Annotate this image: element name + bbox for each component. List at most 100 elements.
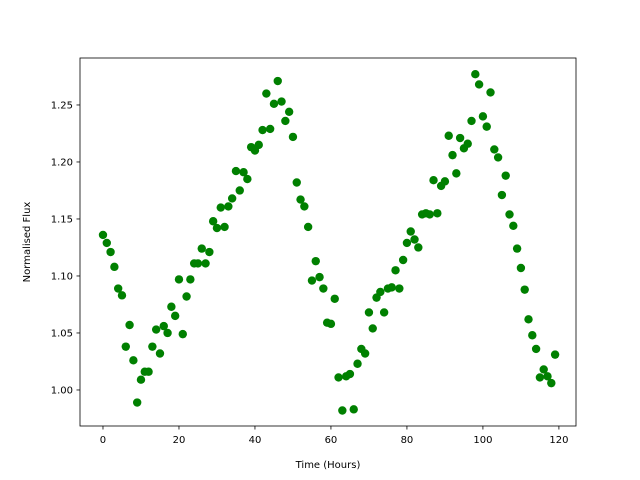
- point: [501, 171, 510, 180]
- point: [144, 367, 153, 376]
- x-tick-label: 80: [401, 435, 414, 446]
- x-tick-label: 100: [473, 435, 492, 446]
- point: [186, 275, 195, 284]
- x-tick-label: 40: [249, 435, 262, 446]
- point: [281, 116, 290, 126]
- point: [208, 217, 218, 226]
- point: [490, 145, 499, 154]
- point: [463, 139, 472, 148]
- point: [509, 221, 518, 231]
- point: [505, 210, 514, 219]
- y-tick-label: 1.15: [51, 214, 73, 225]
- point: [433, 209, 442, 218]
- point: [550, 350, 560, 359]
- point: [220, 222, 229, 232]
- point: [303, 222, 313, 232]
- point: [288, 132, 298, 142]
- point: [338, 406, 347, 415]
- point: [300, 202, 309, 211]
- y-tick-label: 1.05: [51, 328, 73, 339]
- point: [353, 359, 362, 368]
- point: [493, 153, 503, 162]
- point: [254, 140, 263, 150]
- point: [110, 262, 119, 272]
- point: [531, 344, 541, 354]
- point: [102, 238, 111, 248]
- point: [543, 372, 552, 381]
- point: [349, 405, 358, 414]
- point: [334, 373, 343, 382]
- point: [159, 321, 168, 331]
- point: [106, 247, 115, 257]
- point: [474, 80, 484, 89]
- point: [524, 315, 533, 324]
- point: [193, 259, 203, 268]
- point: [125, 320, 134, 330]
- point: [117, 291, 127, 300]
- point: [512, 244, 522, 253]
- point: [471, 69, 480, 79]
- plot-frame: [79, 57, 577, 427]
- point: [376, 287, 385, 297]
- y-axis-label: Normalised Flux: [22, 202, 33, 283]
- point: [535, 373, 545, 382]
- point: [265, 124, 275, 134]
- x-tick-label: 20: [173, 435, 186, 446]
- point: [345, 369, 355, 379]
- x-axis-label: Time (Hours): [295, 460, 361, 471]
- point: [224, 202, 233, 211]
- x-tick-label: 60: [325, 435, 338, 446]
- point: [273, 76, 282, 86]
- point: [296, 195, 305, 204]
- point: [410, 235, 419, 244]
- point: [98, 230, 108, 240]
- point: [284, 107, 294, 117]
- point: [364, 308, 374, 317]
- point: [167, 302, 176, 311]
- point: [360, 349, 370, 358]
- point: [129, 356, 138, 365]
- point: [151, 325, 161, 334]
- point: [402, 238, 412, 248]
- point: [455, 133, 465, 143]
- point: [368, 324, 377, 333]
- point: [258, 125, 267, 135]
- point: [212, 223, 222, 233]
- point: [398, 255, 408, 265]
- point: [201, 259, 210, 268]
- point: [478, 112, 488, 121]
- point: [311, 256, 320, 266]
- point: [330, 294, 339, 303]
- point: [425, 210, 434, 219]
- point: [121, 342, 130, 351]
- point: [170, 311, 180, 321]
- point: [319, 284, 328, 293]
- point: [269, 99, 279, 109]
- point: [395, 284, 404, 293]
- point: [482, 122, 491, 131]
- point: [231, 166, 241, 176]
- point: [520, 285, 529, 294]
- point: [528, 331, 537, 340]
- point: [227, 194, 237, 203]
- point: [387, 283, 396, 292]
- y-tick-label: 1.10: [51, 271, 73, 282]
- point: [539, 365, 548, 374]
- x-tick-label: 0: [100, 435, 106, 446]
- point: [307, 276, 317, 285]
- point: [239, 168, 248, 177]
- point: [292, 178, 301, 187]
- y-tick-label: 1.00: [51, 385, 73, 396]
- point: [197, 244, 206, 253]
- point: [406, 227, 415, 236]
- point: [315, 272, 324, 282]
- point: [216, 203, 225, 212]
- point: [326, 319, 336, 329]
- point: [448, 150, 457, 160]
- point: [174, 275, 184, 284]
- point: [429, 176, 438, 185]
- point: [182, 292, 191, 301]
- point: [379, 308, 389, 317]
